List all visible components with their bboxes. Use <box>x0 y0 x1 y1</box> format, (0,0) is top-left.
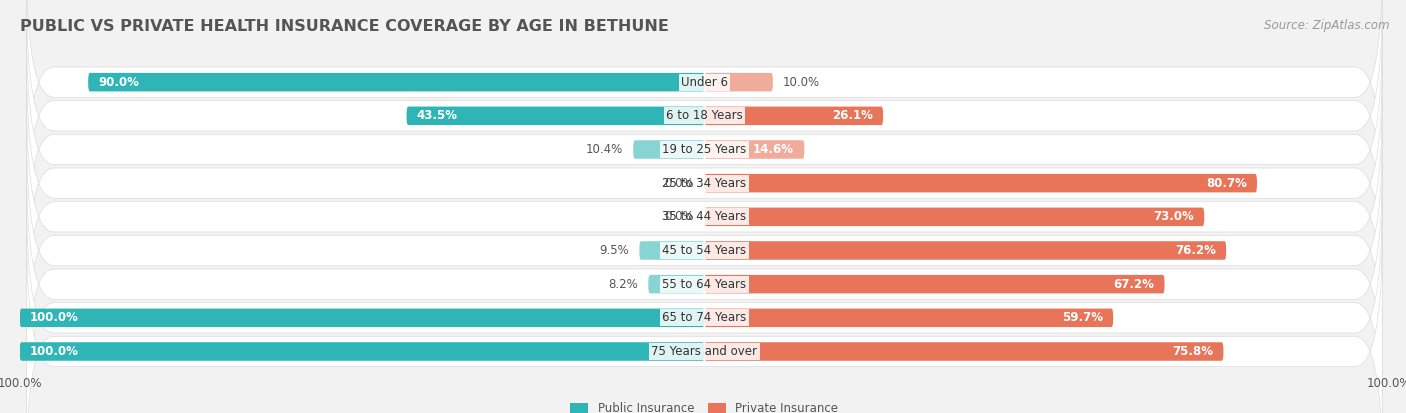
FancyBboxPatch shape <box>27 0 1382 202</box>
FancyBboxPatch shape <box>704 107 883 125</box>
Text: 59.7%: 59.7% <box>1062 311 1102 324</box>
FancyBboxPatch shape <box>633 140 704 159</box>
Legend: Public Insurance, Private Insurance: Public Insurance, Private Insurance <box>571 402 838 413</box>
Text: 19 to 25 Years: 19 to 25 Years <box>662 143 747 156</box>
FancyBboxPatch shape <box>704 342 1223 361</box>
Text: Under 6: Under 6 <box>681 76 728 89</box>
FancyBboxPatch shape <box>704 140 804 159</box>
Text: 8.2%: 8.2% <box>609 278 638 291</box>
Text: 100.0%: 100.0% <box>30 345 79 358</box>
Text: 76.2%: 76.2% <box>1175 244 1216 257</box>
Text: 67.2%: 67.2% <box>1114 278 1154 291</box>
Text: 6 to 18 Years: 6 to 18 Years <box>666 109 742 122</box>
Text: 65 to 74 Years: 65 to 74 Years <box>662 311 747 324</box>
Text: 73.0%: 73.0% <box>1153 210 1194 223</box>
FancyBboxPatch shape <box>704 309 1114 327</box>
FancyBboxPatch shape <box>704 208 1205 226</box>
FancyBboxPatch shape <box>27 198 1382 413</box>
Text: 10.0%: 10.0% <box>783 76 820 89</box>
FancyBboxPatch shape <box>27 131 1382 370</box>
Text: 9.5%: 9.5% <box>599 244 628 257</box>
Text: 45 to 54 Years: 45 to 54 Years <box>662 244 747 257</box>
Text: 14.6%: 14.6% <box>754 143 794 156</box>
FancyBboxPatch shape <box>648 275 704 293</box>
Text: 90.0%: 90.0% <box>98 76 139 89</box>
Text: 0.0%: 0.0% <box>665 177 695 190</box>
FancyBboxPatch shape <box>704 73 773 91</box>
Text: 55 to 64 Years: 55 to 64 Years <box>662 278 747 291</box>
FancyBboxPatch shape <box>20 342 704 361</box>
FancyBboxPatch shape <box>704 275 1164 293</box>
Text: 35 to 44 Years: 35 to 44 Years <box>662 210 747 223</box>
Text: 25 to 34 Years: 25 to 34 Years <box>662 177 747 190</box>
Text: 10.4%: 10.4% <box>586 143 623 156</box>
FancyBboxPatch shape <box>27 0 1382 235</box>
FancyBboxPatch shape <box>406 107 704 125</box>
FancyBboxPatch shape <box>89 73 704 91</box>
FancyBboxPatch shape <box>20 309 704 327</box>
FancyBboxPatch shape <box>27 30 1382 269</box>
Text: 80.7%: 80.7% <box>1206 177 1247 190</box>
FancyBboxPatch shape <box>27 97 1382 336</box>
FancyBboxPatch shape <box>27 232 1382 413</box>
FancyBboxPatch shape <box>640 241 704 260</box>
Text: 0.0%: 0.0% <box>665 210 695 223</box>
Text: PUBLIC VS PRIVATE HEALTH INSURANCE COVERAGE BY AGE IN BETHUNE: PUBLIC VS PRIVATE HEALTH INSURANCE COVER… <box>20 19 669 33</box>
Text: 75.8%: 75.8% <box>1173 345 1213 358</box>
Text: 100.0%: 100.0% <box>30 311 79 324</box>
FancyBboxPatch shape <box>704 241 1226 260</box>
Text: 43.5%: 43.5% <box>416 109 458 122</box>
Text: 26.1%: 26.1% <box>832 109 873 122</box>
FancyBboxPatch shape <box>27 64 1382 303</box>
FancyBboxPatch shape <box>704 174 1257 192</box>
FancyBboxPatch shape <box>27 165 1382 404</box>
Text: 75 Years and over: 75 Years and over <box>651 345 758 358</box>
Text: Source: ZipAtlas.com: Source: ZipAtlas.com <box>1264 19 1389 31</box>
